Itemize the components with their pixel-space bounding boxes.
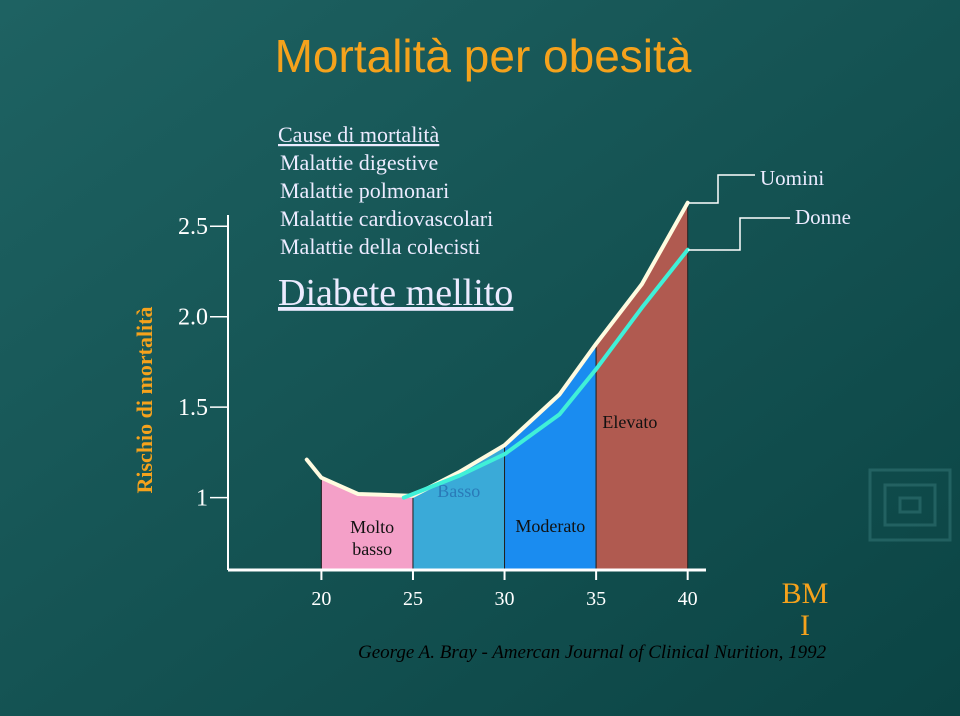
y-axis-label: Rischio di mortalità	[132, 307, 157, 494]
list-heading: Cause di mortalità	[278, 122, 440, 147]
highlight-item: Diabete mellito	[278, 272, 513, 314]
legend-label: Uomini	[760, 166, 824, 190]
x-tick-label: 30	[495, 588, 515, 610]
legend-connector	[688, 174, 755, 204]
list-item: Malattie polmonari	[280, 178, 449, 203]
decoration	[868, 468, 952, 542]
legend-connector	[688, 217, 790, 251]
x-tick-label: 35	[586, 588, 606, 610]
x-axis-label: I	[800, 609, 810, 642]
x-axis-label: BM	[782, 577, 829, 610]
y-tick-label: 2.5	[178, 214, 208, 240]
x-tick-label: 25	[403, 588, 423, 610]
zone-label: Molto basso	[350, 517, 394, 559]
y-tick-label: 1	[196, 486, 208, 512]
y-tick-label: 1.5	[178, 395, 208, 421]
zone-label: Basso	[437, 481, 480, 501]
list-item: Malattie digestive	[280, 150, 438, 175]
list-item: Malattie della colecisti	[280, 234, 480, 259]
x-tick-label: 20	[311, 588, 331, 610]
list-item: Malattie cardiovascolari	[280, 206, 493, 231]
legend-label: Donne	[795, 205, 851, 229]
series-line	[401, 247, 690, 500]
x-tick-label: 40	[678, 588, 698, 610]
y-tick-label: 2.0	[178, 305, 208, 331]
zone-label: Elevato	[602, 412, 657, 432]
title: Mortalità per obesità	[275, 30, 692, 82]
series-line	[304, 200, 690, 498]
zone-label: Moderato	[515, 516, 585, 536]
citation: George A. Bray - Amercan Journal of Clin…	[358, 642, 827, 663]
